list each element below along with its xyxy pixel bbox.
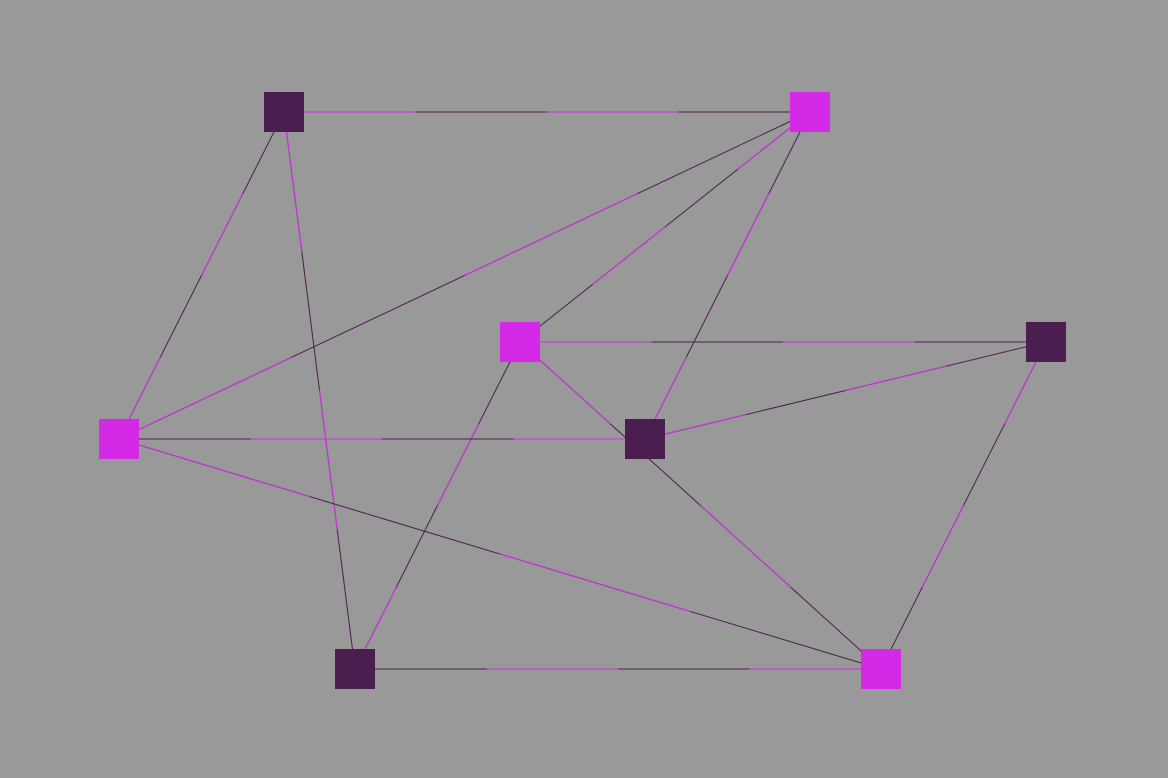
edge-n3-n7 <box>354 341 521 670</box>
node-n8-magenta[interactable] <box>861 649 901 689</box>
edge-n1-n7 <box>283 111 356 670</box>
node-n1-dark[interactable] <box>264 92 304 132</box>
edge-layer <box>118 111 1047 670</box>
edge-n2-n3 <box>519 111 811 343</box>
edge-n5-n8 <box>118 438 882 670</box>
edge-n1-n5 <box>118 111 285 440</box>
edge-n4-n8 <box>880 341 1047 670</box>
node-n5-magenta[interactable] <box>99 419 139 459</box>
edge-n4-n6 <box>644 341 1047 440</box>
node-n6-dark[interactable] <box>625 419 665 459</box>
edge-n2-n6 <box>644 111 811 440</box>
node-n7-dark[interactable] <box>335 649 375 689</box>
node-n4-dark[interactable] <box>1026 322 1066 362</box>
node-n2-magenta[interactable] <box>790 92 830 132</box>
node-n3-magenta[interactable] <box>500 322 540 362</box>
node-layer <box>99 92 1066 689</box>
edge-n2-n5 <box>118 111 811 440</box>
edge-n3-n8 <box>519 341 882 670</box>
